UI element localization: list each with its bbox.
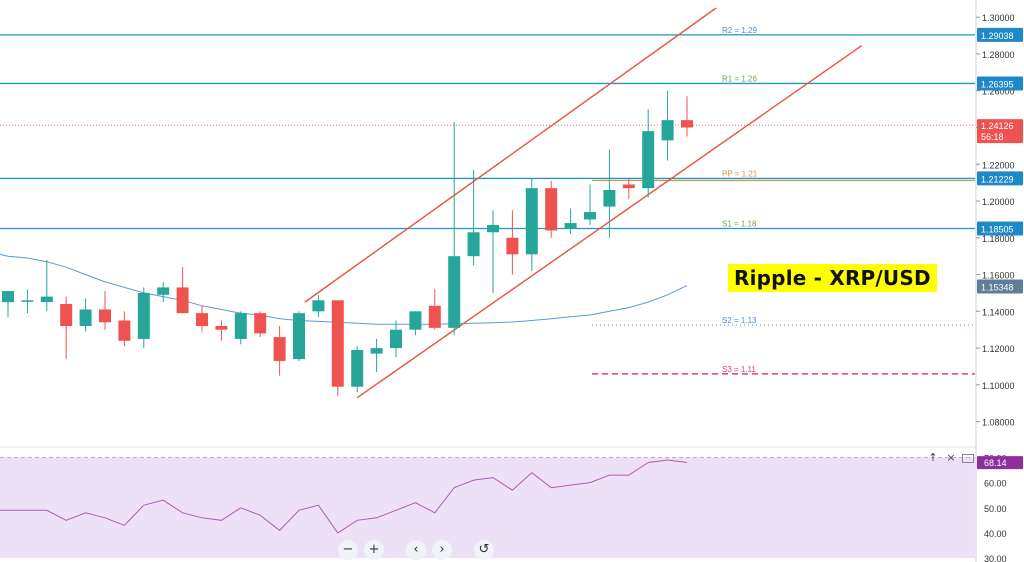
price-axis-label: 1.14000 xyxy=(982,307,1015,317)
pivot-label: S2 = 1.13 xyxy=(722,316,757,325)
reset-chart-button[interactable]: ↺ xyxy=(474,540,494,560)
candle-body xyxy=(157,287,170,295)
candle-body xyxy=(273,337,286,361)
candle-body xyxy=(603,189,616,207)
pivot-label: R2 = 1.29 xyxy=(722,26,757,35)
candle-body xyxy=(254,313,267,334)
candle-body xyxy=(681,120,693,128)
candle-body xyxy=(564,223,577,229)
candle-body xyxy=(622,184,635,189)
candle-body xyxy=(293,313,305,360)
candle-body xyxy=(370,348,383,354)
pivot-price-badge-text: 1.18505 xyxy=(981,225,1014,235)
candle-body xyxy=(390,329,402,349)
price-axis-label: 1.10000 xyxy=(982,381,1015,391)
candle-body xyxy=(506,237,519,255)
navigation-toolbar: − + ‹ › ↺ xyxy=(338,540,494,562)
candle-body xyxy=(331,300,344,387)
scroll-back-button[interactable]: ‹ xyxy=(406,540,426,560)
pivot-label: R1 = 1.26 xyxy=(722,74,757,83)
price-axis-label: 1.08000 xyxy=(982,418,1015,428)
pivot-price-badge xyxy=(977,171,1023,186)
candle-body xyxy=(312,300,325,312)
candle-body xyxy=(545,188,558,231)
rsi-pane-controls: ↑ × xyxy=(926,451,974,465)
pane-up-button[interactable]: ↑ xyxy=(928,451,938,464)
channel-upper-line xyxy=(304,7,717,303)
candle-body xyxy=(487,224,499,233)
pivot-price-badge-text: 1.26395 xyxy=(981,79,1014,89)
candle-body xyxy=(99,309,111,323)
pivot-price-badge xyxy=(977,76,1023,91)
pivot-price-badge-text: 1.21229 xyxy=(981,174,1014,184)
price-axis-label: 1.18000 xyxy=(982,234,1015,244)
candle-body xyxy=(467,232,480,257)
rsi-axis-label: 30.00 xyxy=(984,554,1007,562)
candle-body xyxy=(215,326,228,330)
price-axis-label: 1.22000 xyxy=(982,160,1015,170)
candle-body xyxy=(428,305,441,328)
price-axis-label: 1.30000 xyxy=(982,13,1015,23)
candle-body xyxy=(137,292,150,339)
candle-body xyxy=(196,313,208,327)
price-axis-label: 1.26000 xyxy=(982,87,1015,97)
rsi-axis-label: 40.00 xyxy=(984,529,1007,539)
candle-body xyxy=(21,300,34,302)
ma-price-badge-text: 1.15348 xyxy=(981,283,1014,293)
pivot-label: PP = 1.21 xyxy=(722,169,758,178)
candle-body xyxy=(2,291,14,303)
rsi-line xyxy=(0,459,688,534)
pivot-price-badge-text: 1.29038 xyxy=(981,31,1014,41)
candle-body xyxy=(60,303,73,327)
price-axis-label: 1.28000 xyxy=(982,50,1015,60)
candle-body xyxy=(351,349,364,387)
pivot-price-badge xyxy=(977,221,1023,236)
candle-body xyxy=(448,256,461,328)
pivot-label: S1 = 1.18 xyxy=(722,220,757,229)
price-axis-label: 1.12000 xyxy=(982,344,1015,354)
ma-price-badge xyxy=(977,279,1023,294)
pane-maximize-button[interactable] xyxy=(962,454,974,463)
countdown-timer-text: 56:18 xyxy=(981,132,1004,142)
current-price-badge xyxy=(977,119,1023,144)
candle-body xyxy=(661,120,674,141)
pivot-label: S3 = 1.11 xyxy=(722,365,756,374)
rsi-axis-label: 50.00 xyxy=(984,504,1007,514)
candle-body xyxy=(40,296,53,303)
candle-body xyxy=(525,188,538,255)
current-price-badge-text: 1.24126 xyxy=(981,121,1014,131)
zoom-out-button[interactable]: − xyxy=(338,540,358,560)
rsi-value-badge-text: 68.14 xyxy=(984,458,1007,468)
scroll-forward-button[interactable]: › xyxy=(432,540,452,560)
candle-body xyxy=(118,320,131,341)
zoom-in-button[interactable]: + xyxy=(364,540,384,560)
price-axis-label: 1.20000 xyxy=(982,197,1015,207)
chart-title: Ripple - XRP/USD xyxy=(728,264,937,292)
candle-body xyxy=(79,309,92,327)
pivot-price-badge xyxy=(977,27,1023,42)
pane-close-button[interactable]: × xyxy=(946,451,956,464)
candle-body xyxy=(176,287,189,314)
candle-body xyxy=(234,313,247,339)
rsi-axis-label: 60.00 xyxy=(984,479,1007,489)
candle-body xyxy=(584,212,596,220)
candle-body xyxy=(642,131,655,189)
candle-body xyxy=(409,311,422,330)
rsi-value-badge xyxy=(977,456,1023,470)
price-axis-label: 1.16000 xyxy=(982,271,1015,281)
